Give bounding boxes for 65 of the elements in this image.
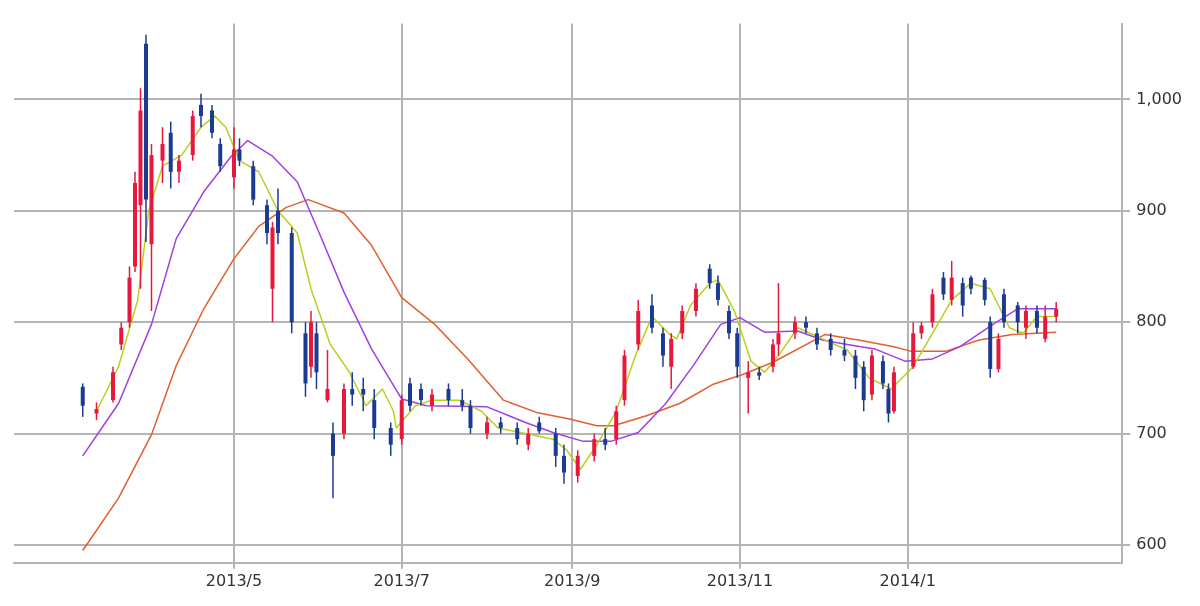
y-tick-label: 900 — [1136, 199, 1167, 219]
y-tick-label: 700 — [1136, 422, 1167, 442]
y-tick-label: 1,000 — [1136, 88, 1183, 108]
candlestick — [853, 349, 858, 390]
candlestick — [680, 304, 685, 340]
candlestick — [603, 427, 608, 452]
candlestick — [407, 377, 412, 413]
candlestick — [119, 321, 124, 351]
candlestick — [429, 388, 434, 413]
candlestick — [828, 332, 833, 357]
candlestick — [726, 304, 731, 340]
candlestick — [1043, 304, 1048, 343]
x-tick-label: 2013/7 — [373, 570, 430, 590]
candlestick — [561, 443, 566, 485]
candlestick — [275, 187, 280, 245]
candlestick — [842, 338, 847, 362]
candlestick — [1034, 304, 1039, 335]
candlestick — [325, 349, 330, 404]
candlestick — [880, 354, 885, 390]
candlestick — [715, 274, 720, 307]
candlestick — [746, 360, 751, 415]
candlestick — [757, 365, 762, 381]
candlestick — [237, 137, 242, 167]
candlestick — [330, 421, 335, 499]
candlestick — [526, 427, 531, 452]
candlestick — [553, 427, 558, 468]
x-tick-label: 2013/11 — [706, 570, 774, 590]
candlestick — [484, 416, 489, 440]
x-tick-label: 2014/1 — [879, 570, 936, 590]
candlestick — [592, 432, 597, 463]
candlestick — [776, 282, 781, 357]
candlestick — [418, 382, 423, 407]
candlestick — [660, 326, 665, 368]
candlestick — [960, 276, 965, 318]
candlestick — [361, 377, 366, 413]
candlestick — [350, 371, 355, 407]
candlestick — [1015, 301, 1020, 335]
candlestick — [198, 93, 203, 128]
candlestick — [460, 388, 465, 413]
candlestick — [446, 382, 451, 407]
candlestick — [1054, 301, 1059, 323]
candlestick — [649, 293, 654, 335]
candlestick — [982, 276, 987, 307]
candlestick — [176, 154, 181, 184]
candlestick — [792, 315, 797, 340]
x-tick-label: 2013/5 — [205, 570, 263, 590]
candlestick — [1023, 304, 1028, 340]
candlestick — [468, 399, 473, 435]
candlestick — [693, 282, 698, 318]
candlestick — [575, 449, 580, 484]
candlestick — [814, 326, 819, 351]
y-tick-label: 800 — [1136, 311, 1167, 331]
x-tick-label: 2013/9 — [544, 570, 601, 590]
candlestick — [949, 260, 954, 307]
candlestick — [160, 126, 165, 184]
candlestick — [388, 421, 393, 457]
candlestick — [941, 271, 946, 301]
candlestick — [80, 382, 85, 418]
candlestick — [770, 338, 775, 374]
candlestick — [707, 263, 712, 290]
candlestick — [968, 274, 973, 296]
y-tick-label: 600 — [1136, 534, 1167, 554]
candlestick — [218, 137, 223, 173]
candlestick — [209, 104, 214, 140]
candlestick — [515, 421, 520, 446]
